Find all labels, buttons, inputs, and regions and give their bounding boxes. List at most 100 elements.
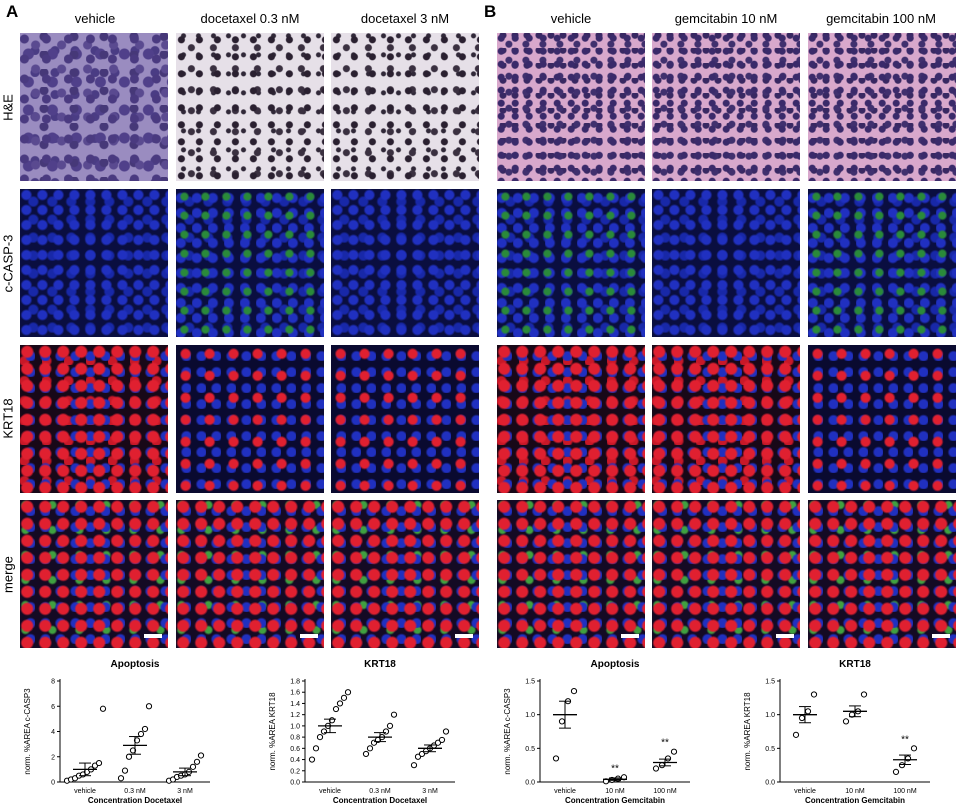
data-point [382,728,390,735]
panel-letter-b: B [484,2,497,21]
y-tick-label: 8 [51,679,55,686]
data-point [137,730,145,738]
data-point [558,718,566,725]
y-tick-label: 1.0 [525,712,535,719]
y-tick-label: 0.0 [765,780,775,787]
micrograph-a-casp3-docetaxel-low [176,189,324,337]
row-label-merge: merge [0,556,16,593]
data-point [189,763,197,770]
significance-marker: ** [611,763,619,774]
data-point [129,747,137,754]
y-tick-label: 0 [51,780,55,787]
y-axis-label: norm. %AREA c-CASP3 [23,688,32,775]
y-tick-label: 0.4 [290,757,300,764]
micrograph-a-casp3-docetaxel-high [331,189,479,337]
chart-apoptosis-gemcitabin: Apoptosis 0.0 0.5 1.0 1.5 norm. %AREA c-CASP3… [503,659,690,805]
data-point [340,694,348,701]
data-point [410,762,418,769]
micrograph-b-merge-vehicle [497,500,645,648]
y-axis-label: norm. %AREA KRT18 [743,692,752,771]
data-point [332,705,340,713]
y-tick-label: 4 [51,729,55,736]
data-point [121,767,129,774]
y-tick-label: 0.8 [290,735,300,742]
data-point [442,728,450,735]
chart-krt18-docetaxel: KRT18 0.0 0.2 0.4 0.6 0.8 1.0 1.2 1.4 1.6 1.8 norm.… [268,659,455,805]
data-point [570,688,578,695]
data-point [125,753,133,760]
row-label-krt18: KRT18 [0,398,16,439]
x-axis-label: Concentration Docetaxel [88,796,182,805]
y-tick-label: 1.2 [290,712,300,719]
data-point [366,745,374,752]
micrograph-b-krt18-gemcitabin-high [808,345,956,493]
data-point [810,691,818,698]
y-tick-label: 0.0 [290,780,300,787]
data-point [804,708,812,715]
micrograph-b-merge-gemcitabin-low [652,500,800,648]
micrograph-a-krt18-vehicle [20,345,168,493]
data-point [312,745,320,752]
column-label-b-gemcitabin-high: gemcitabin 100 nM [826,11,936,26]
column-label-a-docetaxel-high: docetaxel 3 nM [360,11,450,26]
column-label-b-gemcitabin-low: gemcitabin 10 nM [674,11,778,26]
data-point [193,758,201,765]
significance-marker: ** [901,734,909,745]
data-point [390,711,398,718]
x-tick-label: 3 nM [177,788,193,795]
y-tick-label: 0.5 [525,746,535,753]
y-tick-label: 1.6 [290,690,300,697]
data-point [197,752,205,759]
data-point [652,765,660,772]
scale-bar [455,634,473,638]
y-axis-label: norm. %AREA c-CASP3 [503,688,512,775]
micrograph-a-he-docetaxel-low [176,33,324,181]
y-tick-label: 1.5 [765,679,775,686]
y-axis-label: norm. %AREA KRT18 [268,692,277,771]
x-tick-label: 10 nM [605,788,625,795]
x-tick-label: vehicle [554,788,576,795]
y-tick-label: 1.8 [290,679,300,686]
row-label-he: H&E [0,94,16,121]
micrograph-b-merge-gemcitabin-high [808,500,956,648]
data-point [362,750,370,758]
micrograph-a-he-docetaxel-high [331,33,479,181]
data-point [133,737,141,744]
micrograph-b-he-gemcitabin-low [652,33,800,181]
micrograph-b-casp3-vehicle [497,189,645,337]
micrograph-b-casp3-gemcitabin-high [808,189,956,337]
scale-bar [621,634,639,638]
x-tick-label: 3 nM [422,788,438,795]
micrograph-b-krt18-vehicle [497,345,645,493]
y-tick-label: 0.5 [765,746,775,753]
x-axis-label: Concentration Docetaxel [333,796,427,805]
y-tick-label: 1.0 [765,712,775,719]
data-point [658,762,666,769]
data-point [438,736,446,744]
row-label-c-casp3: c-CASP-3 [0,234,16,293]
y-tick-label: 0.0 [525,780,535,787]
micrograph-b-krt18-gemcitabin-low [652,345,800,493]
column-label-a-vehicle: vehicle [74,11,116,26]
x-tick-label: 100 nM [893,788,917,795]
micrograph-b-he-vehicle [497,33,645,181]
data-point [141,725,149,733]
data-point [386,722,394,729]
significance-marker: ** [661,738,669,749]
data-point [320,728,328,735]
data-point [910,745,918,752]
x-axis-label: Concentration Gemcitabin [565,796,665,805]
micrograph-b-he-gemcitabin-high [808,33,956,181]
y-tick-label: 0.6 [290,746,300,753]
y-tick-label: 1.0 [290,723,300,730]
x-tick-label: vehicle [794,788,816,795]
chart-title: KRT18 [839,659,871,670]
data-point [892,768,900,776]
micrograph-a-krt18-docetaxel-low [176,345,324,493]
x-tick-label: 0.3 nM [369,788,391,795]
x-tick-label: 100 nM [653,788,677,795]
y-tick-label: 1.4 [290,701,300,708]
chart-title: KRT18 [364,659,396,670]
x-tick-label: 0.3 nM [124,788,146,795]
scale-bar [776,634,794,638]
